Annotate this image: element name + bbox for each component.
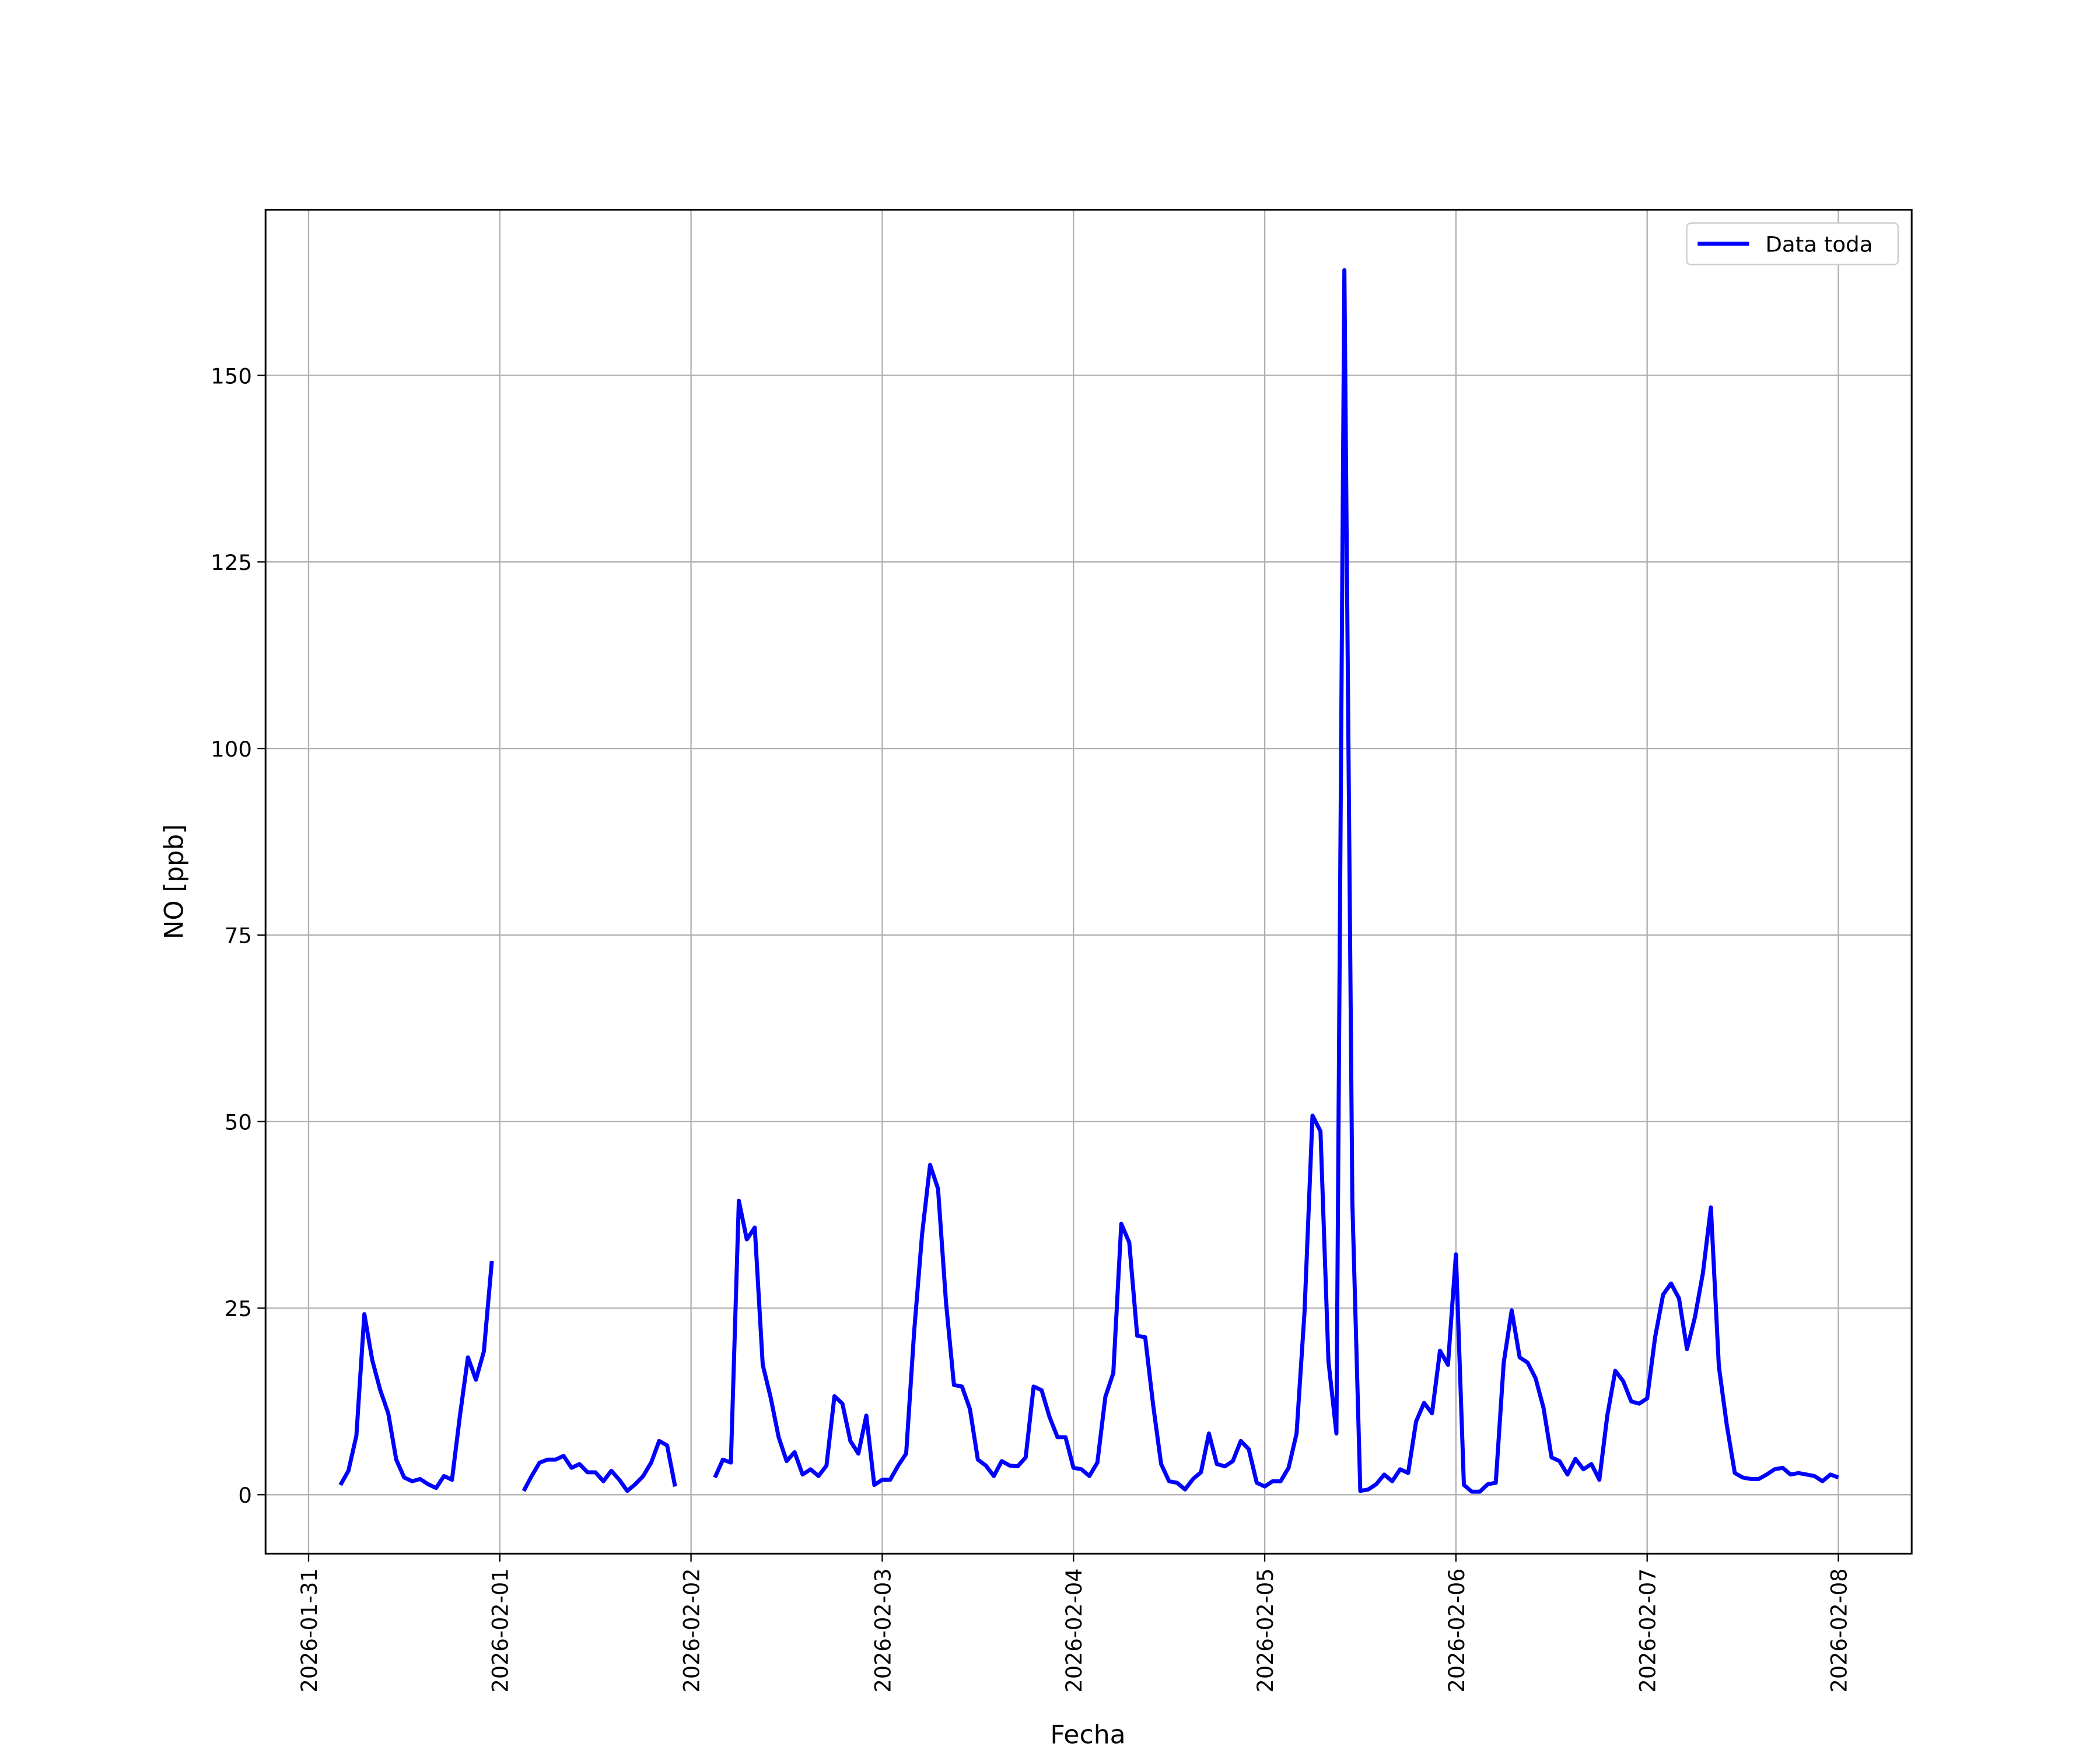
y-tick-label: 150 xyxy=(211,364,252,389)
y-tick-label: 75 xyxy=(225,923,252,949)
legend-label: Data toda xyxy=(1765,232,1873,257)
x-tick-label: 2026-02-04 xyxy=(1062,1569,1087,1693)
x-tick-label: 2026-02-08 xyxy=(1826,1569,1852,1693)
x-tick-label: 2026-02-06 xyxy=(1444,1569,1469,1693)
x-tick-label: 2026-02-01 xyxy=(488,1569,513,1693)
y-axis-label: NO [ppb] xyxy=(159,824,189,939)
x-tick-label: 2026-02-05 xyxy=(1253,1569,1278,1693)
data-line xyxy=(338,268,1839,1494)
y-tick-label: 50 xyxy=(225,1110,252,1135)
x-tick-label: 2026-02-07 xyxy=(1635,1569,1660,1693)
x-tick-label: 2026-01-31 xyxy=(297,1569,322,1693)
x-tick-label: 2026-02-03 xyxy=(870,1569,895,1693)
x-tick-label: 2026-02-02 xyxy=(679,1569,704,1693)
y-tick-label: 125 xyxy=(211,550,252,575)
x-axis-label: Fecha xyxy=(1050,1720,1125,1750)
legend-box xyxy=(1686,222,1899,265)
y-tick-label: 100 xyxy=(211,737,252,762)
legend: Data toda xyxy=(1686,222,1899,265)
plot-frame xyxy=(264,209,1913,1555)
y-tick-label: 25 xyxy=(225,1296,252,1321)
y-tick-label: 0 xyxy=(238,1483,252,1508)
